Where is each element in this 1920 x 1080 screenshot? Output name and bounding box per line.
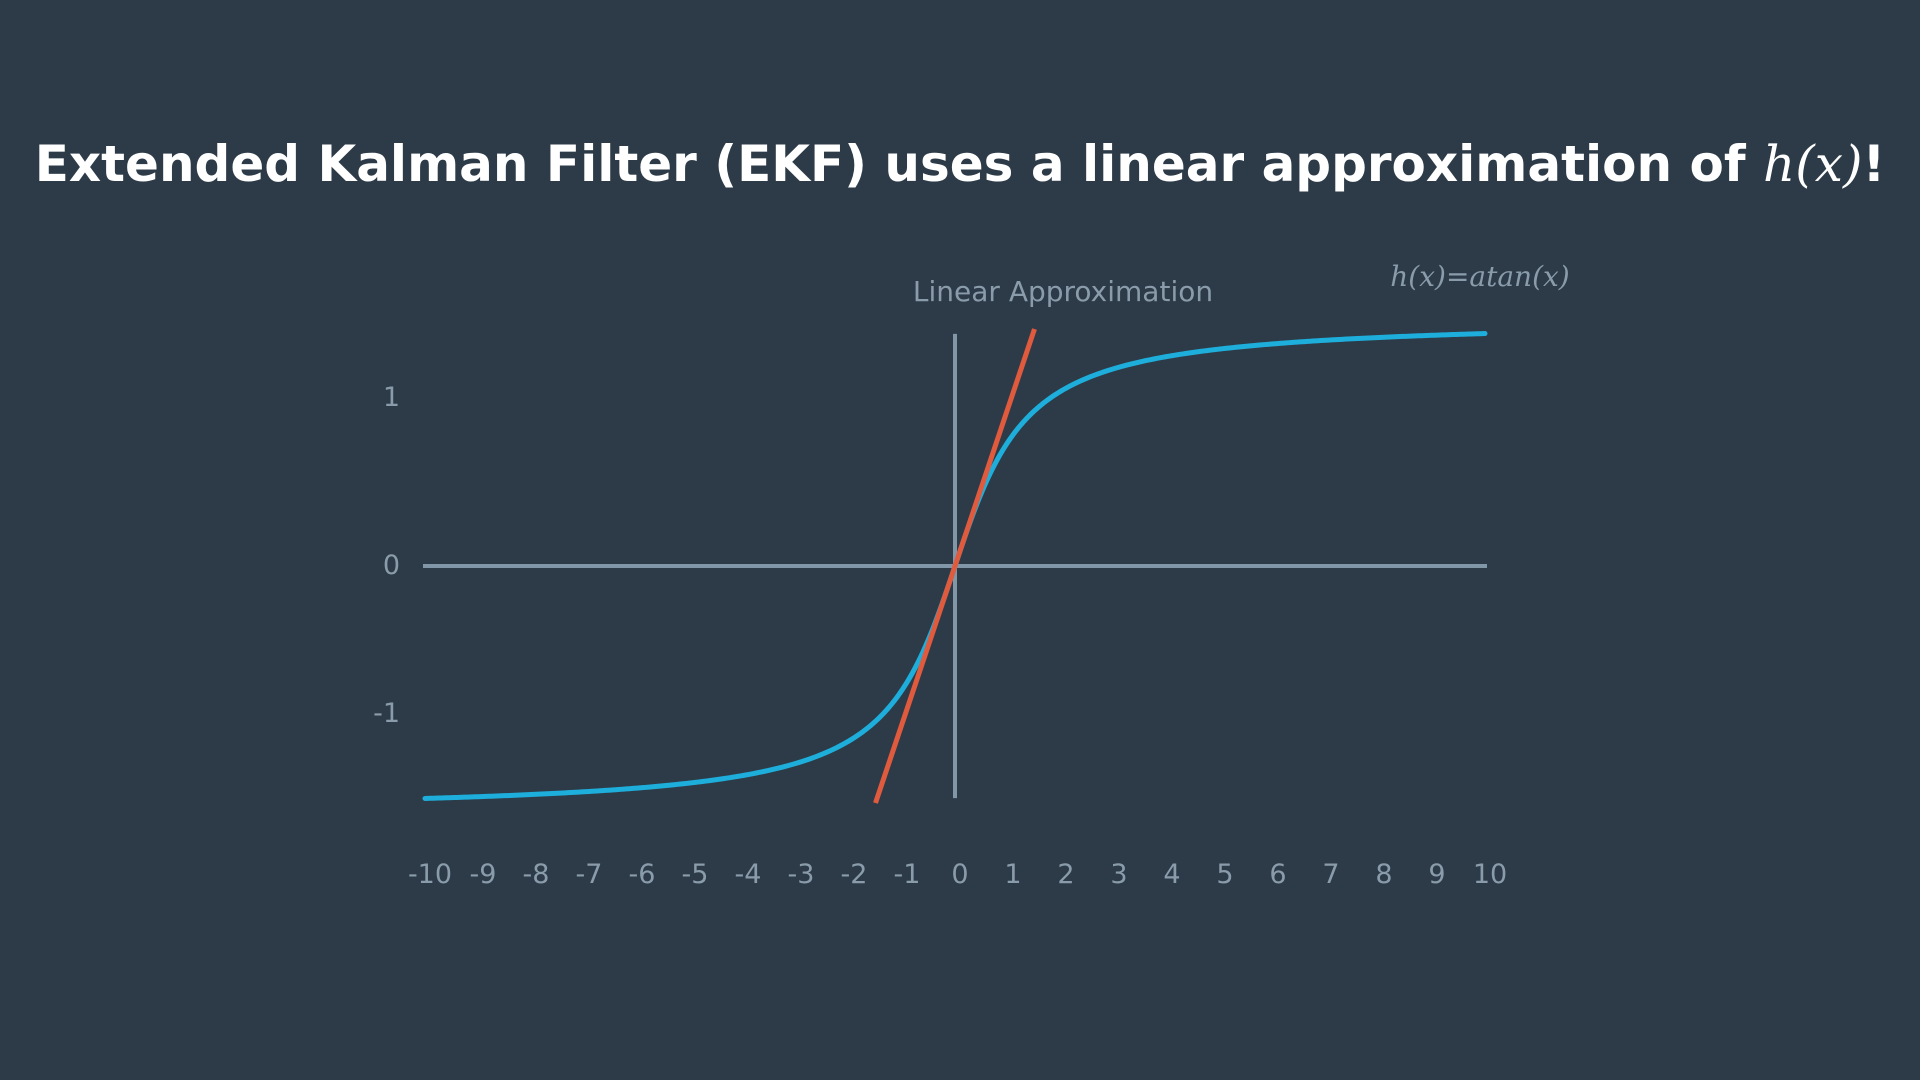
title-math: h(x): [1763, 135, 1863, 193]
x-tick-label: 3: [1110, 859, 1127, 890]
x-tick-label: -3: [788, 859, 815, 890]
x-tick-label: -4: [735, 859, 762, 890]
y-tick-label: -1: [373, 698, 400, 729]
x-tick-label: -2: [841, 859, 868, 890]
x-tick-label: 0: [951, 859, 968, 890]
linear-approximation-label: Linear Approximation: [913, 275, 1213, 308]
tangent-line: [873, 328, 1037, 804]
slide-title: Extended Kalman Filter (EKF) uses a line…: [0, 128, 1920, 200]
y-tick-label: 1: [383, 382, 400, 413]
y-tick-labels: 1 0 -1: [373, 382, 400, 729]
title-text: Extended Kalman Filter (EKF) uses a line…: [34, 135, 1764, 193]
x-tick-label: -9: [470, 859, 497, 890]
x-tick-label: 9: [1428, 859, 1445, 890]
x-tick-label: 1: [1004, 859, 1021, 890]
x-tick-label: -1: [894, 859, 921, 890]
x-tick-label: -5: [682, 859, 709, 890]
x-tick-label: 8: [1375, 859, 1392, 890]
x-tick-label: 6: [1269, 859, 1286, 890]
x-tick-labels: -10 -9 -8 -7 -6 -5 -4 -3 -2 -1 0 1 2 3 4 5 6 7 8 9 10: [408, 859, 1507, 890]
x-tick-label: -7: [576, 859, 603, 890]
x-tick-label: 7: [1322, 859, 1339, 890]
function-label: h(x)=atan(x): [1390, 260, 1569, 293]
title-suffix: !: [1862, 135, 1886, 193]
x-tick-label: 10: [1473, 859, 1507, 890]
x-tick-label: -8: [523, 859, 550, 890]
x-tick-label: 2: [1057, 859, 1074, 890]
x-tick-label: -10: [408, 859, 452, 890]
y-tick-label: 0: [383, 550, 400, 581]
x-tick-label: 4: [1163, 859, 1180, 890]
x-tick-label: -6: [629, 859, 656, 890]
x-tick-label: 5: [1216, 859, 1233, 890]
